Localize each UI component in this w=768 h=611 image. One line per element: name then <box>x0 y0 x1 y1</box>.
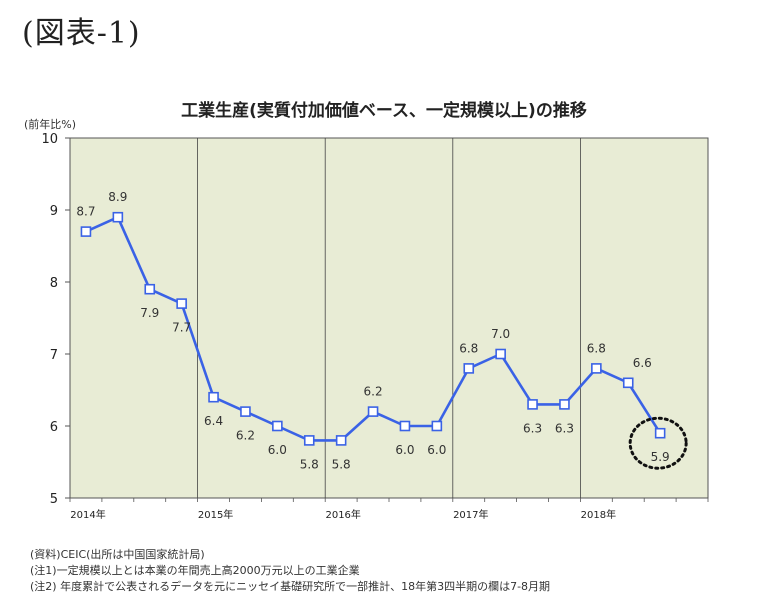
plot-area <box>69 137 709 499</box>
data-point-marker <box>208 391 219 403</box>
data-label: 7.9 <box>140 306 159 320</box>
data-label: 6.6 <box>633 356 652 370</box>
y-tick-label: 9 <box>50 204 58 219</box>
data-label: 7.7 <box>172 321 191 335</box>
data-point-marker <box>527 399 538 410</box>
note-source: (資料)CEIC(出所は中国国家統計局) <box>30 548 205 561</box>
data-point-marker <box>431 420 443 432</box>
figure-label: (図表-1) <box>22 16 141 51</box>
data-label: 5.9 <box>651 450 670 464</box>
data-point-marker <box>591 363 602 374</box>
note-2: (注2) 年度累計で公表されるデータを元にニッセイ基礎研究所で一部推計、18年第… <box>30 580 551 593</box>
data-label: 6.8 <box>459 341 478 355</box>
data-label: 6.4 <box>204 414 223 428</box>
data-label: 6.0 <box>427 443 446 457</box>
data-label: 6.0 <box>395 443 414 457</box>
data-label: 6.2 <box>364 385 383 399</box>
data-point-marker <box>463 363 475 374</box>
data-point-marker <box>335 435 347 446</box>
data-point-marker <box>399 420 411 432</box>
data-point-marker <box>654 427 666 439</box>
chart-notes: (資料)CEIC(出所は中国国家統計局) (注1)一定規模以上とは本業の年間売上… <box>30 547 550 595</box>
data-point-marker <box>240 406 251 417</box>
data-point-marker <box>495 348 506 360</box>
x-year-label: 2017年 <box>453 508 488 521</box>
y-tick-label: 7 <box>50 348 58 363</box>
data-label: 5.8 <box>332 457 351 471</box>
data-label: 5.8 <box>300 457 319 471</box>
data-point-marker <box>144 283 156 295</box>
data-point-marker <box>303 435 315 446</box>
data-label: 6.3 <box>523 421 542 435</box>
x-year-label: 2018年 <box>581 508 616 521</box>
data-label: 6.3 <box>555 421 574 435</box>
x-year-label: 2015年 <box>198 508 233 521</box>
data-point-marker <box>80 226 92 237</box>
note-1: (注1)一定規模以上とは本業の年間売上高2000万元以上の工業企業 <box>30 564 360 577</box>
x-year-label: 2014年 <box>70 508 105 521</box>
highlight-circle <box>628 416 688 470</box>
x-year-label: 2016年 <box>325 508 360 521</box>
y-tick-label: 8 <box>50 276 58 291</box>
data-point-marker <box>272 420 283 432</box>
data-point-marker <box>622 377 634 389</box>
data-label: 6.2 <box>236 429 255 443</box>
data-label: 6.0 <box>268 443 287 457</box>
data-label: 6.8 <box>587 341 606 355</box>
data-point-marker <box>559 399 570 410</box>
y-tick-label: 5 <box>50 492 58 507</box>
data-point-marker <box>112 211 124 223</box>
data-label: 8.7 <box>76 205 95 219</box>
data-point-marker <box>367 406 379 417</box>
chart-title: 工業生産(実質付加価値ベース、一定規模以上)の推移 <box>181 101 587 121</box>
data-label: 8.9 <box>108 190 127 204</box>
y-tick-label: 6 <box>50 420 58 435</box>
data-label: 7.0 <box>491 327 510 341</box>
y-tick-label: 10 <box>41 132 58 147</box>
y-axis-unit-label: (前年比%) <box>24 118 77 131</box>
data-point-marker <box>176 298 187 309</box>
